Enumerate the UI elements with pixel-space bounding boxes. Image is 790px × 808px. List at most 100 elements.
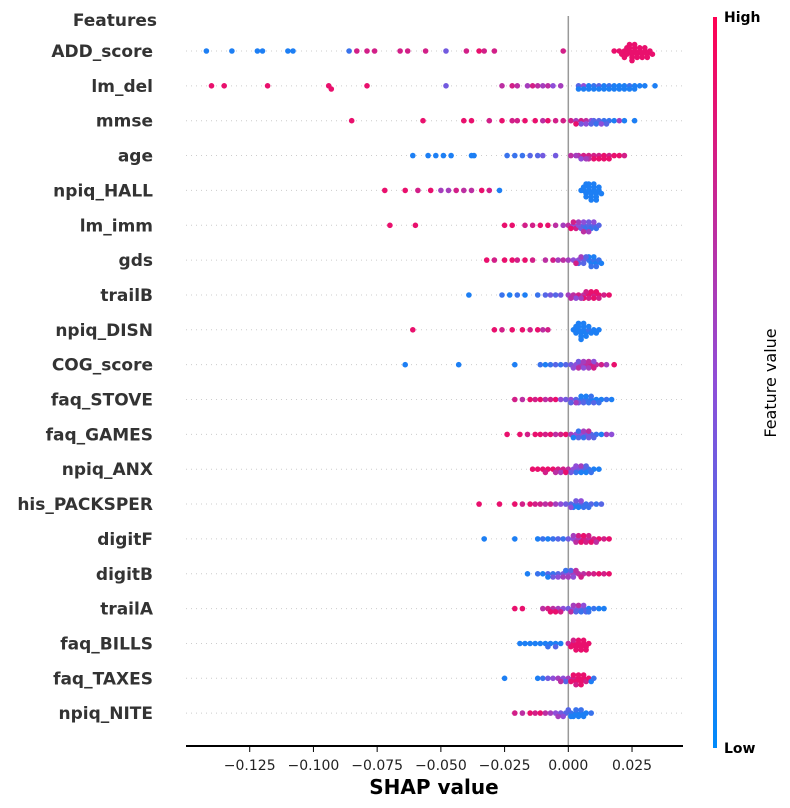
point-digitb-22 <box>568 567 574 574</box>
point-lm-del-39 <box>631 86 638 92</box>
point-npiq-hall-27 <box>596 184 602 190</box>
point-digitb-2 <box>540 571 546 577</box>
colorbar-low-label: Low <box>724 741 756 757</box>
point-faq-stove-6 <box>547 396 554 403</box>
point-age-14 <box>568 152 574 159</box>
point-lm-imm-8 <box>552 222 559 229</box>
point-digitf-7 <box>560 536 566 542</box>
point-his-packsper-22 <box>585 504 592 511</box>
feature-label-gds: gds <box>119 251 153 271</box>
point-gds-1 <box>491 257 498 263</box>
point-lm-imm-7 <box>545 222 551 229</box>
point-faq-taxes-21 <box>580 672 587 678</box>
point-lm-imm-3 <box>509 222 515 229</box>
point-faq-stove-1 <box>519 396 526 403</box>
point-lm-imm-9 <box>560 222 566 229</box>
point-digitb-24 <box>578 574 584 580</box>
point-npiq-nite-17 <box>580 713 587 720</box>
point-faq-stove-17 <box>603 396 610 403</box>
point-digitb-11 <box>585 571 592 577</box>
feature-label-lm-del: lm_del <box>91 77 153 97</box>
point-lm-imm-0 <box>387 222 393 229</box>
point-trailb-0 <box>466 292 472 298</box>
point-faq-taxes-0 <box>501 675 508 682</box>
point-lm-del-41 <box>585 86 592 92</box>
point-his-packsper-24 <box>573 498 579 504</box>
point-faq-taxes-24 <box>568 678 574 685</box>
point-npiq-nite-1 <box>519 710 526 716</box>
point-cog-score-22 <box>570 365 577 371</box>
point-cog-score-26 <box>591 358 597 365</box>
point-add-score-1 <box>229 48 235 54</box>
point-add-score-38 <box>634 54 640 61</box>
point-traila-23 <box>580 602 587 609</box>
feature-label-traila: trailA <box>100 600 154 620</box>
x-tick-label-5: 0.000 <box>548 758 588 774</box>
point-faq-bills-22 <box>580 637 587 644</box>
point-add-score-10 <box>397 48 403 54</box>
point-gds-2 <box>501 257 508 263</box>
point-gds-27 <box>573 260 579 267</box>
point-gds-28 <box>578 254 584 260</box>
point-lm-del-4 <box>328 86 335 92</box>
point-digitf-16 <box>606 536 612 542</box>
point-faq-taxes-22 <box>563 678 569 685</box>
point-mmse-11 <box>545 117 551 124</box>
point-digitb-15 <box>606 571 612 577</box>
point-faq-taxes-20 <box>578 681 584 688</box>
point-trailb-3 <box>514 292 521 298</box>
point-lm-del-8 <box>509 83 515 89</box>
point-lm-del-40 <box>591 86 597 92</box>
x-tick-label-6: 0.025 <box>612 758 652 774</box>
point-trailb-5 <box>534 292 541 298</box>
point-npiq-nite-6 <box>547 710 554 716</box>
point-traila-13 <box>596 605 602 612</box>
point-lm-del-9 <box>514 83 521 89</box>
point-gds-11 <box>565 257 572 263</box>
point-lm-del-11 <box>529 83 536 89</box>
feature-label-faq-games: faq_GAMES <box>46 425 153 445</box>
point-npiq-hall-20 <box>598 190 605 197</box>
point-npiq-nite-16 <box>575 713 582 720</box>
point-digitb-12 <box>591 571 597 577</box>
point-his-packsper-18 <box>598 501 605 507</box>
point-digitb-18 <box>565 574 572 580</box>
point-digitb-1 <box>534 571 541 577</box>
point-faq-taxes-1 <box>534 675 541 682</box>
point-cog-score-24 <box>580 358 587 365</box>
point-lm-del-38 <box>626 86 633 92</box>
point-his-packsper-20 <box>575 504 582 511</box>
point-add-score-9 <box>371 48 378 54</box>
point-npiq-disn-0 <box>410 327 416 333</box>
point-digitb-13 <box>596 571 602 577</box>
point-lm-del-15 <box>550 83 556 89</box>
point-npiq-hall-8 <box>468 187 475 194</box>
point-gds-7 <box>542 257 549 263</box>
point-digitf-4 <box>545 536 551 542</box>
chart-title: Features <box>73 11 157 31</box>
feature-label-faq-taxes: faq_TAXES <box>53 669 153 689</box>
point-his-packsper-11 <box>563 501 569 507</box>
point-faq-bills-24 <box>545 643 551 650</box>
point-cog-score-16 <box>603 361 610 368</box>
point-faq-taxes-16 <box>591 675 597 682</box>
point-digitb-0 <box>524 571 531 577</box>
point-digitf-0 <box>481 536 488 542</box>
point-age-1 <box>425 152 431 159</box>
point-age-7 <box>504 152 510 159</box>
point-faq-games-23 <box>570 434 577 441</box>
point-age-3 <box>440 152 447 159</box>
point-npiq-anx-13 <box>596 466 602 473</box>
point-gds-29 <box>583 254 589 260</box>
point-faq-bills-20 <box>575 637 582 644</box>
point-gds-5 <box>522 257 528 263</box>
point-trailb-20 <box>588 289 594 295</box>
point-add-score-42 <box>642 45 648 51</box>
point-lm-imm-23 <box>580 219 587 225</box>
point-npiq-hall-6 <box>453 187 460 194</box>
point-faq-taxes-3 <box>545 675 551 682</box>
point-add-score-0 <box>203 48 210 54</box>
point-his-packsper-23 <box>568 504 574 511</box>
point-faq-stove-22 <box>591 399 597 406</box>
